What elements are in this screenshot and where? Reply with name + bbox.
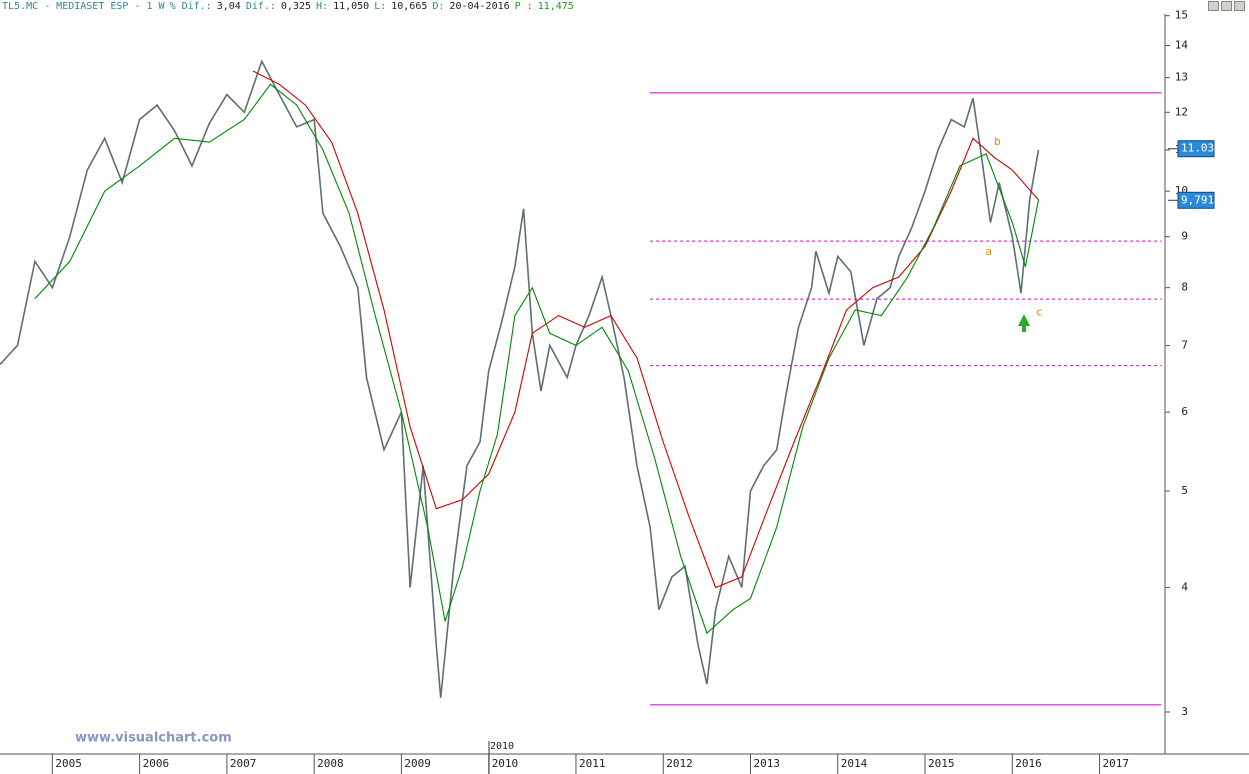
annotation: b <box>994 135 1001 148</box>
series-line <box>0 59 1040 698</box>
watermark: www.visualchart.com <box>75 731 232 746</box>
x-tick-label: 2013 <box>753 757 780 770</box>
header-text: 11,475 <box>537 1 574 12</box>
x-tick-label: 2015 <box>928 757 955 770</box>
cursor-label: 2010 <box>490 741 514 752</box>
y-tick-label: 15 <box>1175 9 1188 22</box>
header-text: D: <box>432 1 445 12</box>
x-tick-label: 2014 <box>841 757 868 770</box>
header-text: P : <box>514 1 533 12</box>
y-tick-label: 13 <box>1175 71 1188 84</box>
y-tick-label: 3 <box>1181 705 1188 718</box>
x-tick-label: 2005 <box>55 757 82 770</box>
y-tick-label: 12 <box>1175 105 1188 118</box>
y-tick-label: 9 <box>1181 230 1188 243</box>
x-tick-label: 2016 <box>1015 757 1042 770</box>
x-tick-label: 2011 <box>579 757 606 770</box>
x-tick-label: 2017 <box>1103 757 1130 770</box>
y-tick-label: 6 <box>1181 405 1188 418</box>
y-tick-label: 7 <box>1181 338 1188 351</box>
y-tick-label: 5 <box>1181 484 1188 497</box>
annotation: a <box>985 245 992 258</box>
header-text: 20-04-2016 <box>449 1 510 12</box>
y-tick-label: 4 <box>1181 581 1188 594</box>
button[interactable] <box>1221 1 1232 11</box>
window-buttons <box>1208 1 1245 11</box>
y-tick-label: 14 <box>1175 39 1189 52</box>
x-tick-label: 2009 <box>404 757 431 770</box>
series-line <box>34 83 1040 635</box>
header-text: 11,050 <box>333 1 370 12</box>
button[interactable] <box>1208 1 1219 11</box>
header-text: % Dif.: <box>169 1 212 12</box>
price-tag-box <box>1177 140 1215 158</box>
header-text: 3,04 <box>216 1 241 12</box>
x-tick-label: 2010 <box>492 757 519 770</box>
x-tick-label: 2006 <box>143 757 170 770</box>
price-tag-box <box>1177 191 1215 209</box>
header-text: L: <box>374 1 387 12</box>
header-text: Dif.: <box>245 1 276 12</box>
x-tick-label: 2012 <box>666 757 693 770</box>
annotation: c <box>1036 306 1043 319</box>
price-tag-label: 9,791 <box>1181 193 1214 206</box>
header: TL5.MC - MEDIASET ESP - 1 W % Dif.: 3,04 Di… <box>2 0 574 14</box>
button[interactable] <box>1234 1 1245 11</box>
x-tick-label: 2008 <box>317 757 344 770</box>
up-arrow <box>1018 314 1030 332</box>
header-text: 10,665 <box>391 1 428 12</box>
price-tag-label: 11.03 <box>1181 142 1214 155</box>
header-text: H: <box>316 1 329 12</box>
x-tick-label: 2007 <box>230 757 257 770</box>
header-text: 0,325 <box>280 1 312 12</box>
y-tick-label: 8 <box>1181 281 1188 294</box>
header-text: TL5.MC - MEDIASET ESP - 1 W <box>2 1 165 12</box>
